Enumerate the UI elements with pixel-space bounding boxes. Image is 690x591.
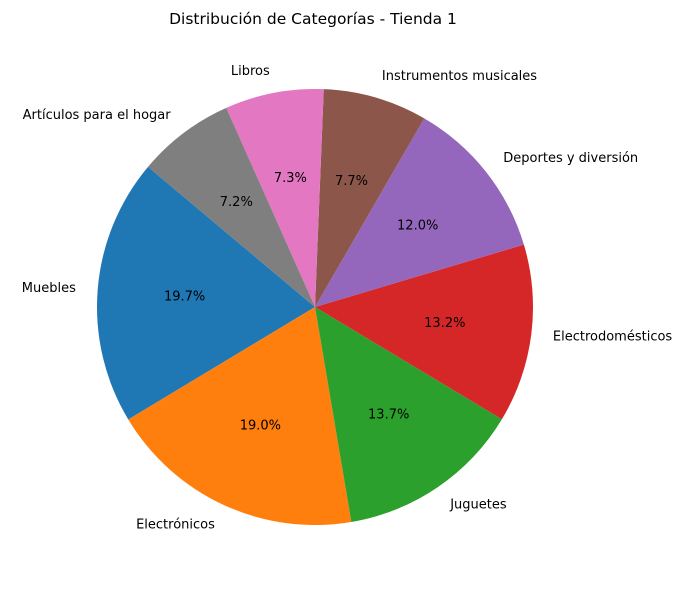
pie-slice-electrodomesticos bbox=[315, 244, 534, 420]
pie-value-label-juguetes: 13.7% bbox=[368, 408, 409, 423]
pie-slice-libros bbox=[226, 89, 324, 307]
pie-value-label-electrodomesticos: 13.2% bbox=[424, 316, 465, 331]
chart-title: Distribución de Categorías - Tienda 1 bbox=[169, 10, 457, 28]
pie-label-muebles: Muebles bbox=[22, 281, 76, 296]
pie-slices bbox=[96, 89, 534, 526]
pie-value-label-articulos-para-el-hogar: 7.2% bbox=[220, 195, 253, 210]
pie-label-instrumentos-musicales: Instrumentos musicales bbox=[382, 69, 537, 84]
pie-label-libros: Libros bbox=[231, 64, 270, 79]
pie-value-label-instrumentos-musicales: 7.7% bbox=[335, 174, 368, 189]
pie-slice-instrumentos-musicales bbox=[315, 89, 425, 308]
pie-label-electrodomesticos: Electrodomésticos bbox=[553, 329, 673, 344]
pie-value-label-muebles: 19.7% bbox=[164, 289, 205, 304]
pie-label-electronicos: Electrónicos bbox=[136, 517, 215, 532]
pie-value-label-deportes-y-diversion: 12.0% bbox=[397, 219, 438, 234]
pie-label-deportes-y-diversion: Deportes y diversión bbox=[503, 151, 638, 166]
pie-value-label-electronicos: 19.0% bbox=[240, 418, 281, 433]
pie-value-label-libros: 7.3% bbox=[274, 171, 307, 186]
pie-label-juguetes: Juguetes bbox=[449, 498, 507, 513]
pie-slice-electronicos bbox=[128, 307, 352, 526]
pie-labels: Muebles 19.7% Electrónicos 19.0% Juguetes 13.… bbox=[22, 64, 673, 532]
pie-slice-deportes-y-diversion bbox=[315, 118, 524, 307]
pie-slice-juguetes bbox=[315, 307, 502, 522]
pie-slice-articulos-para-el-hogar bbox=[148, 107, 315, 307]
pie-slice-muebles bbox=[96, 166, 316, 420]
pie-label-articulos-para-el-hogar: Artículos para el hogar bbox=[23, 108, 172, 123]
